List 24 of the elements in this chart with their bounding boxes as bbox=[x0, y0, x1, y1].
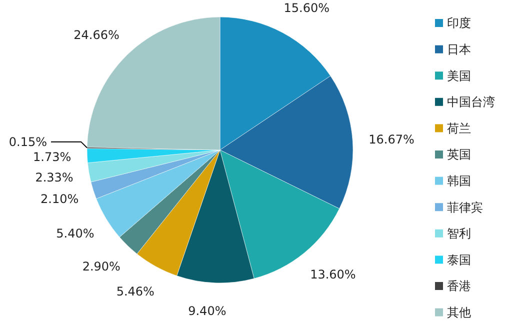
data-label: 1.73% bbox=[33, 150, 72, 164]
legend-label: 菲律宾 bbox=[447, 200, 483, 214]
legend-label: 英国 bbox=[447, 148, 471, 162]
data-label: 0.15% bbox=[8, 135, 47, 150]
data-label: 24.66% bbox=[74, 28, 120, 42]
data-label: 2.10% bbox=[40, 192, 79, 206]
data-label: 16.67% bbox=[368, 132, 414, 146]
legend-label: 智利 bbox=[447, 226, 471, 241]
legend-label: 其他 bbox=[447, 306, 471, 320]
legend-label: 日本 bbox=[447, 42, 471, 56]
legend-label: 泰国 bbox=[447, 252, 471, 267]
legend-label: 美国 bbox=[447, 68, 471, 83]
data-label: 2.33% bbox=[35, 170, 74, 184]
legend-label: 香港 bbox=[447, 279, 471, 294]
legend-label: 韩国 bbox=[447, 174, 471, 188]
data-label: 15.60% bbox=[284, 1, 330, 16]
data-label: 2.90% bbox=[82, 259, 120, 274]
legend-label: 荷兰 bbox=[447, 121, 471, 136]
data-label: 5.40% bbox=[56, 226, 94, 241]
legend-label: 印度 bbox=[447, 16, 471, 30]
data-label: 13.60% bbox=[310, 268, 356, 282]
data-label: 9.40% bbox=[188, 304, 226, 318]
legend-label: 中国台湾 bbox=[447, 95, 495, 110]
data-label: 5.46% bbox=[116, 284, 154, 298]
